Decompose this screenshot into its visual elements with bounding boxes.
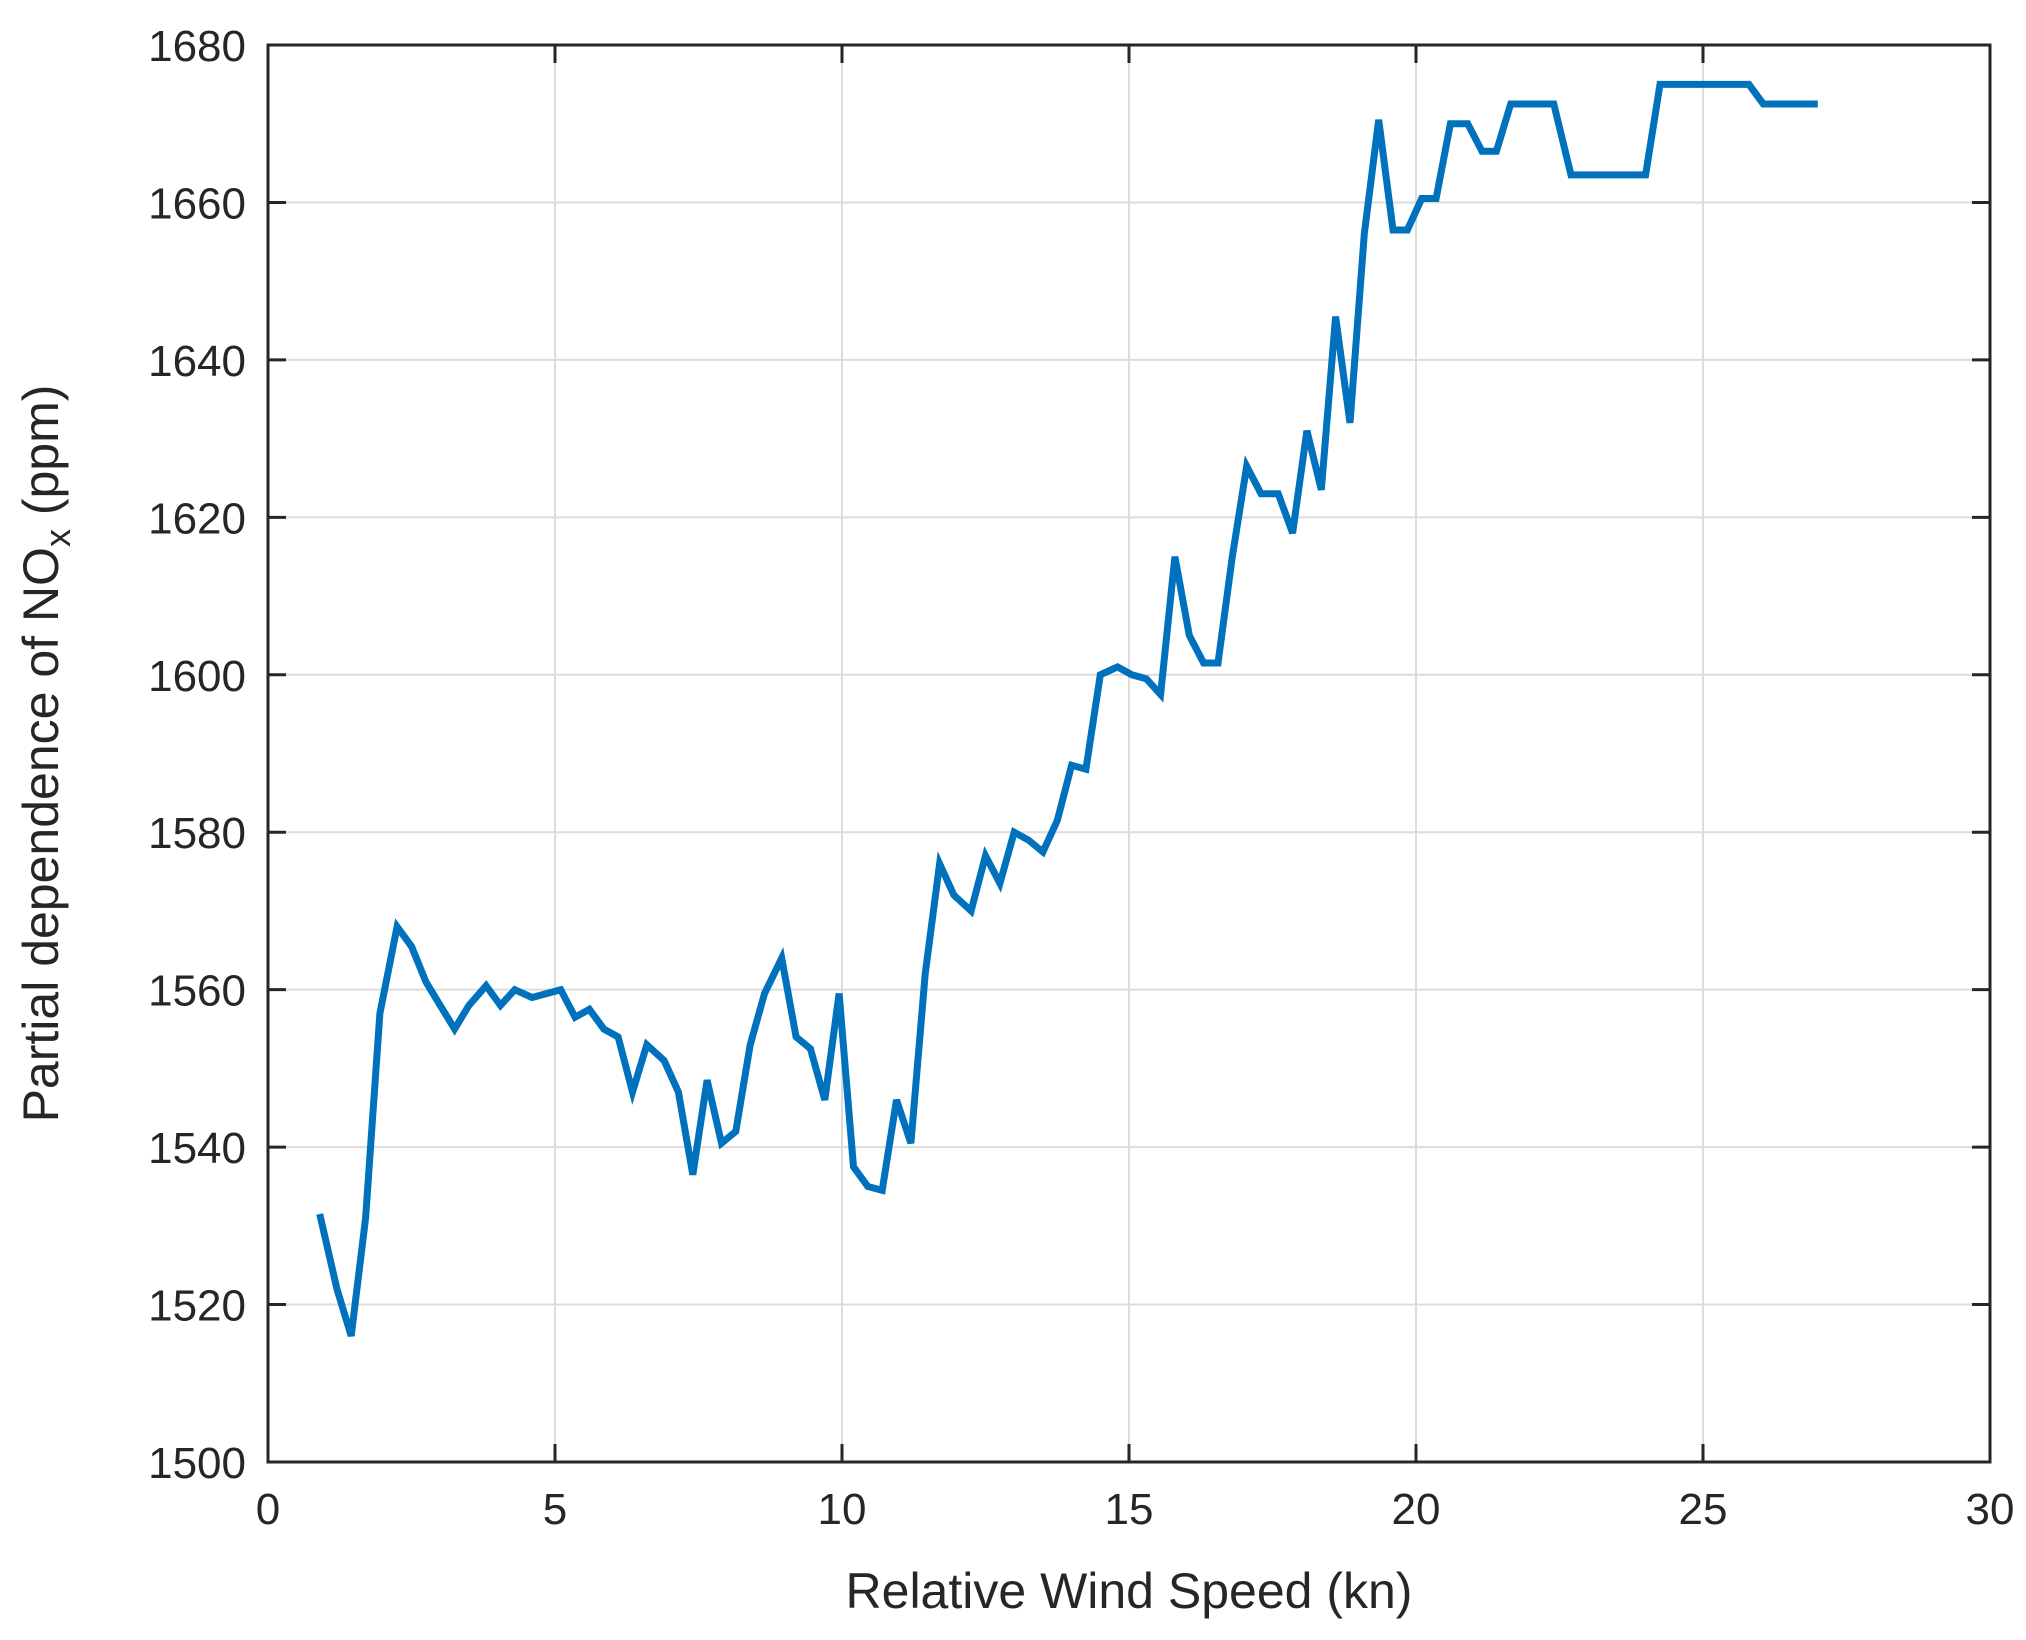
y-tick-label: 1580 — [148, 809, 246, 858]
y-axis-title: Partial dependence of NOx (ppm) — [13, 385, 78, 1123]
grid-lines — [268, 45, 1990, 1462]
y-tick-label: 1680 — [148, 22, 246, 71]
x-axis-title: Relative Wind Speed (kn) — [846, 1563, 1413, 1619]
y-tick-labels: 1500 1520 1540 1560 1580 1600 1620 1640 1660 1680 — [148, 22, 246, 1488]
plot-area-frame — [266, 43, 1992, 1464]
y-tick-label: 1500 — [148, 1439, 246, 1488]
y-tick-label: 1520 — [148, 1282, 246, 1331]
y-tick-label: 1600 — [148, 652, 246, 701]
x-tick-label: 20 — [1392, 1485, 1441, 1534]
series-group — [316, 80, 1818, 1338]
x-tick-labels: 0 5 10 15 20 25 30 — [256, 1485, 2015, 1534]
y-tick-label: 1640 — [148, 337, 246, 386]
x-tick-label: 0 — [256, 1485, 280, 1534]
y-tick-label: 1620 — [148, 494, 246, 543]
y-axis-title-unit: (ppm) — [13, 385, 69, 529]
x-tick-label: 10 — [818, 1485, 867, 1534]
y-tick-label: 1540 — [148, 1124, 246, 1173]
y-axis-title-main: Partial dependence of NO — [13, 547, 69, 1122]
y-tick-label: 1560 — [148, 967, 246, 1016]
x-tick-label: 5 — [543, 1485, 567, 1534]
series-line — [316, 80, 1818, 1338]
x-tick-label: 25 — [1679, 1485, 1728, 1534]
x-tick-label: 15 — [1105, 1485, 1154, 1534]
y-tick-label: 1660 — [148, 179, 246, 228]
x-tick-label: 30 — [1966, 1485, 2015, 1534]
y-axis-title-subscript: x — [37, 529, 78, 547]
